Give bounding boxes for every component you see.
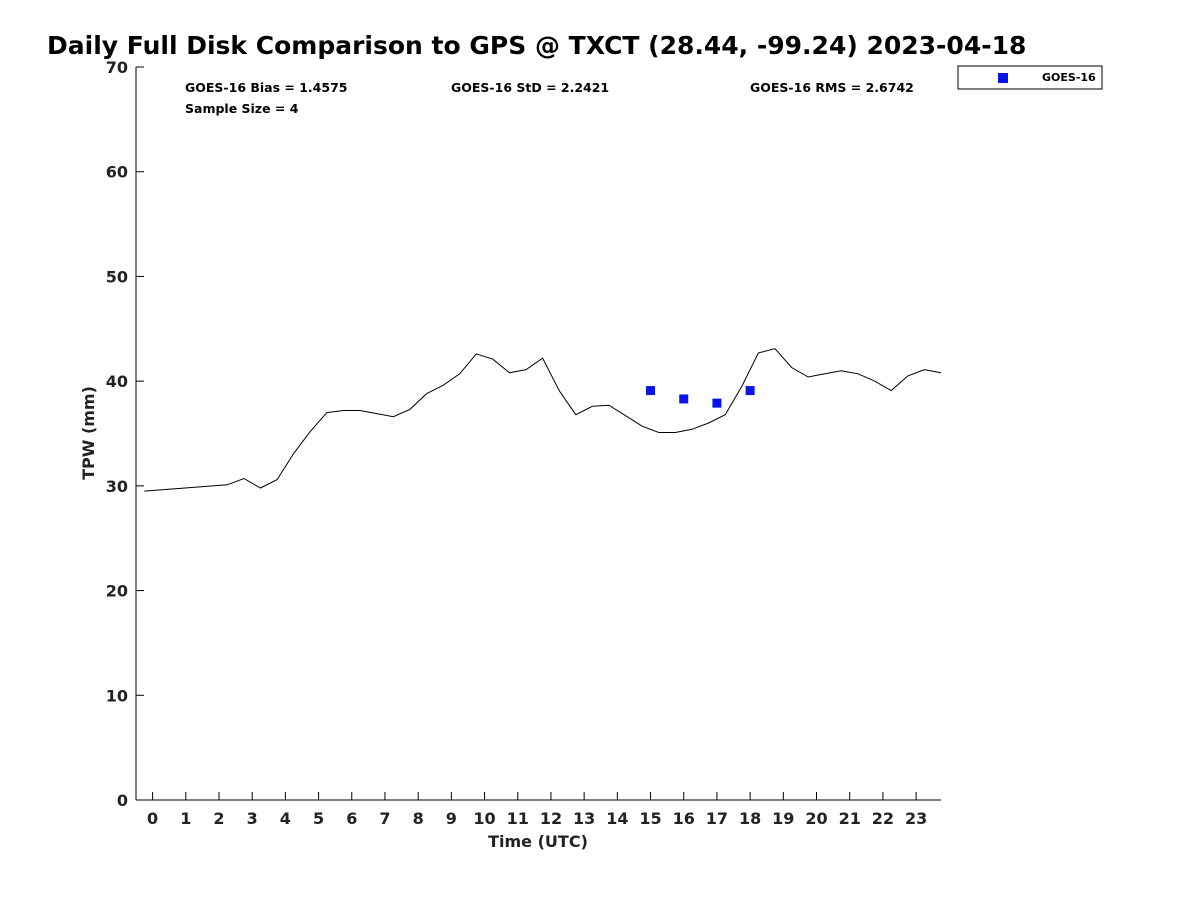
x-tick-label: 0 bbox=[147, 809, 158, 828]
x-tick-label: 4 bbox=[280, 809, 291, 828]
x-tick-label: 12 bbox=[540, 809, 562, 828]
x-tick-label: 19 bbox=[772, 809, 794, 828]
x-tick-label: 18 bbox=[739, 809, 761, 828]
legend-box bbox=[957, 65, 1103, 90]
x-tick-label: 22 bbox=[872, 809, 894, 828]
plot-area bbox=[144, 348, 942, 492]
x-axis-label: Time (UTC) bbox=[488, 832, 588, 851]
legend: GOES-16 bbox=[957, 65, 1103, 90]
goes16-data-point bbox=[745, 386, 755, 396]
x-tick-label: 21 bbox=[839, 809, 861, 828]
y-tick-label: 70 bbox=[106, 58, 128, 77]
y-tick-label: 60 bbox=[106, 163, 128, 182]
y-tick-label: 0 bbox=[117, 791, 128, 810]
x-tick-label: 2 bbox=[213, 809, 224, 828]
stat-std: GOES-16 StD = 2.2421 bbox=[451, 80, 609, 95]
x-tick-label: 9 bbox=[446, 809, 457, 828]
goes16-data-point bbox=[646, 386, 656, 396]
legend-label-goes16: GOES-16 bbox=[1042, 71, 1096, 84]
x-tick-label: 1 bbox=[180, 809, 191, 828]
x-tick-label: 8 bbox=[413, 809, 424, 828]
stat-rms: GOES-16 RMS = 2.6742 bbox=[750, 80, 914, 95]
goes16-data-point bbox=[712, 398, 722, 408]
y-tick-label: 20 bbox=[106, 582, 128, 601]
stat-bias: GOES-16 Bias = 1.4575 bbox=[185, 80, 347, 95]
x-tick-label: 5 bbox=[313, 809, 324, 828]
y-axis-label: TPW (mm) bbox=[79, 386, 98, 480]
y-tick-label: 30 bbox=[106, 477, 128, 496]
gps-tpw-series-line bbox=[144, 348, 942, 492]
y-tick-label: 10 bbox=[106, 686, 128, 705]
axis-ticks: 0 1 2 3 4 5 6 7 8 9 10 11 12 13 14 15 16 17 18 19 20 21 22 2301… bbox=[106, 58, 928, 828]
x-tick-label: 10 bbox=[473, 809, 495, 828]
x-tick-label: 7 bbox=[379, 809, 390, 828]
x-tick-label: 20 bbox=[805, 809, 827, 828]
x-tick-label: 6 bbox=[346, 809, 357, 828]
stat-sample-size: Sample Size = 4 bbox=[185, 101, 299, 116]
chart-title: Daily Full Disk Comparison to GPS @ TXCT… bbox=[47, 31, 1026, 60]
x-tick-label: 23 bbox=[905, 809, 927, 828]
y-tick-label: 50 bbox=[106, 267, 128, 286]
goes16-data-point bbox=[679, 394, 689, 404]
x-tick-label: 3 bbox=[247, 809, 258, 828]
x-tick-label: 17 bbox=[706, 809, 728, 828]
legend-marker-goes16 bbox=[998, 73, 1008, 83]
x-tick-label: 15 bbox=[639, 809, 661, 828]
x-tick-label: 14 bbox=[606, 809, 628, 828]
x-tick-label: 13 bbox=[573, 809, 595, 828]
x-tick-label: 11 bbox=[507, 809, 529, 828]
x-tick-label: 16 bbox=[673, 809, 695, 828]
y-tick-label: 40 bbox=[106, 372, 128, 391]
